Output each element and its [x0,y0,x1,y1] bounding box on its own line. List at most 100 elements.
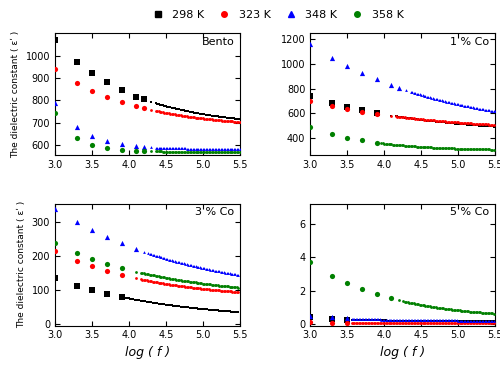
Point [343,315,351,321]
Point [429,304,437,310]
Point [154,280,162,286]
Point [222,118,230,124]
Point [328,131,336,137]
Point [356,317,364,323]
Point [451,307,459,313]
Point [457,317,465,323]
Point [420,318,428,324]
Point [180,304,188,310]
Point [412,320,420,326]
Point [200,265,208,271]
Point [349,320,357,326]
Point [454,121,462,127]
Point [478,320,486,326]
Point [456,120,464,125]
Point [171,276,179,282]
Point [220,114,228,120]
Point [448,320,456,326]
Point [51,206,59,212]
Point [478,147,486,152]
Point [132,143,140,149]
Point [406,320,414,326]
Point [172,303,180,309]
Point [192,305,200,311]
Point [474,146,482,152]
Point [398,142,406,148]
Point [187,305,195,311]
Point [182,304,190,310]
Point [162,103,170,109]
Point [482,107,490,113]
Point [118,147,126,153]
Point [348,320,356,326]
Point [486,318,494,324]
Point [476,320,484,326]
Point [362,317,370,323]
Point [428,304,436,310]
Point [178,149,186,155]
Point [165,111,173,117]
Point [488,320,496,326]
Point [480,121,488,127]
Point [422,144,430,150]
Point [220,146,228,152]
Point [343,280,351,286]
Point [174,283,182,289]
Point [405,317,413,323]
Point [428,95,436,101]
Point [204,149,212,155]
Point [416,117,424,122]
Point [410,300,418,306]
Point [212,149,220,155]
Point [454,120,462,125]
Point [466,309,474,314]
Point [227,270,235,276]
Point [485,122,493,128]
Point [186,284,194,290]
Point [206,267,214,273]
Point [134,297,142,303]
Point [395,320,403,326]
Point [234,119,242,125]
Point [404,299,411,305]
Point [434,118,442,124]
Point [423,117,431,123]
Point [448,318,456,324]
Point [460,318,468,324]
Point [194,146,202,152]
Point [430,320,438,326]
Point [458,121,466,127]
Point [88,287,96,293]
Point [430,304,438,310]
Point [464,104,472,110]
Point [221,114,229,120]
Point [154,148,162,154]
Point [210,287,218,293]
Text: 5 % Co: 5 % Co [450,208,490,218]
Point [464,146,472,152]
Point [171,258,179,264]
Point [202,306,210,312]
Point [233,272,241,278]
Y-axis label: The dielectric constant ( εʹ ): The dielectric constant ( εʹ ) [17,201,26,328]
Point [374,316,382,322]
Point [196,149,204,155]
Point [175,112,183,118]
Point [218,118,226,124]
Point [146,272,154,278]
Point [390,320,398,326]
Point [153,253,161,259]
Point [152,100,160,106]
Point [426,117,434,123]
Point [230,309,238,315]
Point [166,149,174,155]
Point [215,114,223,120]
Point [469,122,477,128]
Point [230,146,238,152]
Point [222,149,230,155]
Point [210,117,218,123]
Point [488,147,496,152]
Point [438,145,446,151]
Point [440,317,448,323]
Point [416,320,424,326]
